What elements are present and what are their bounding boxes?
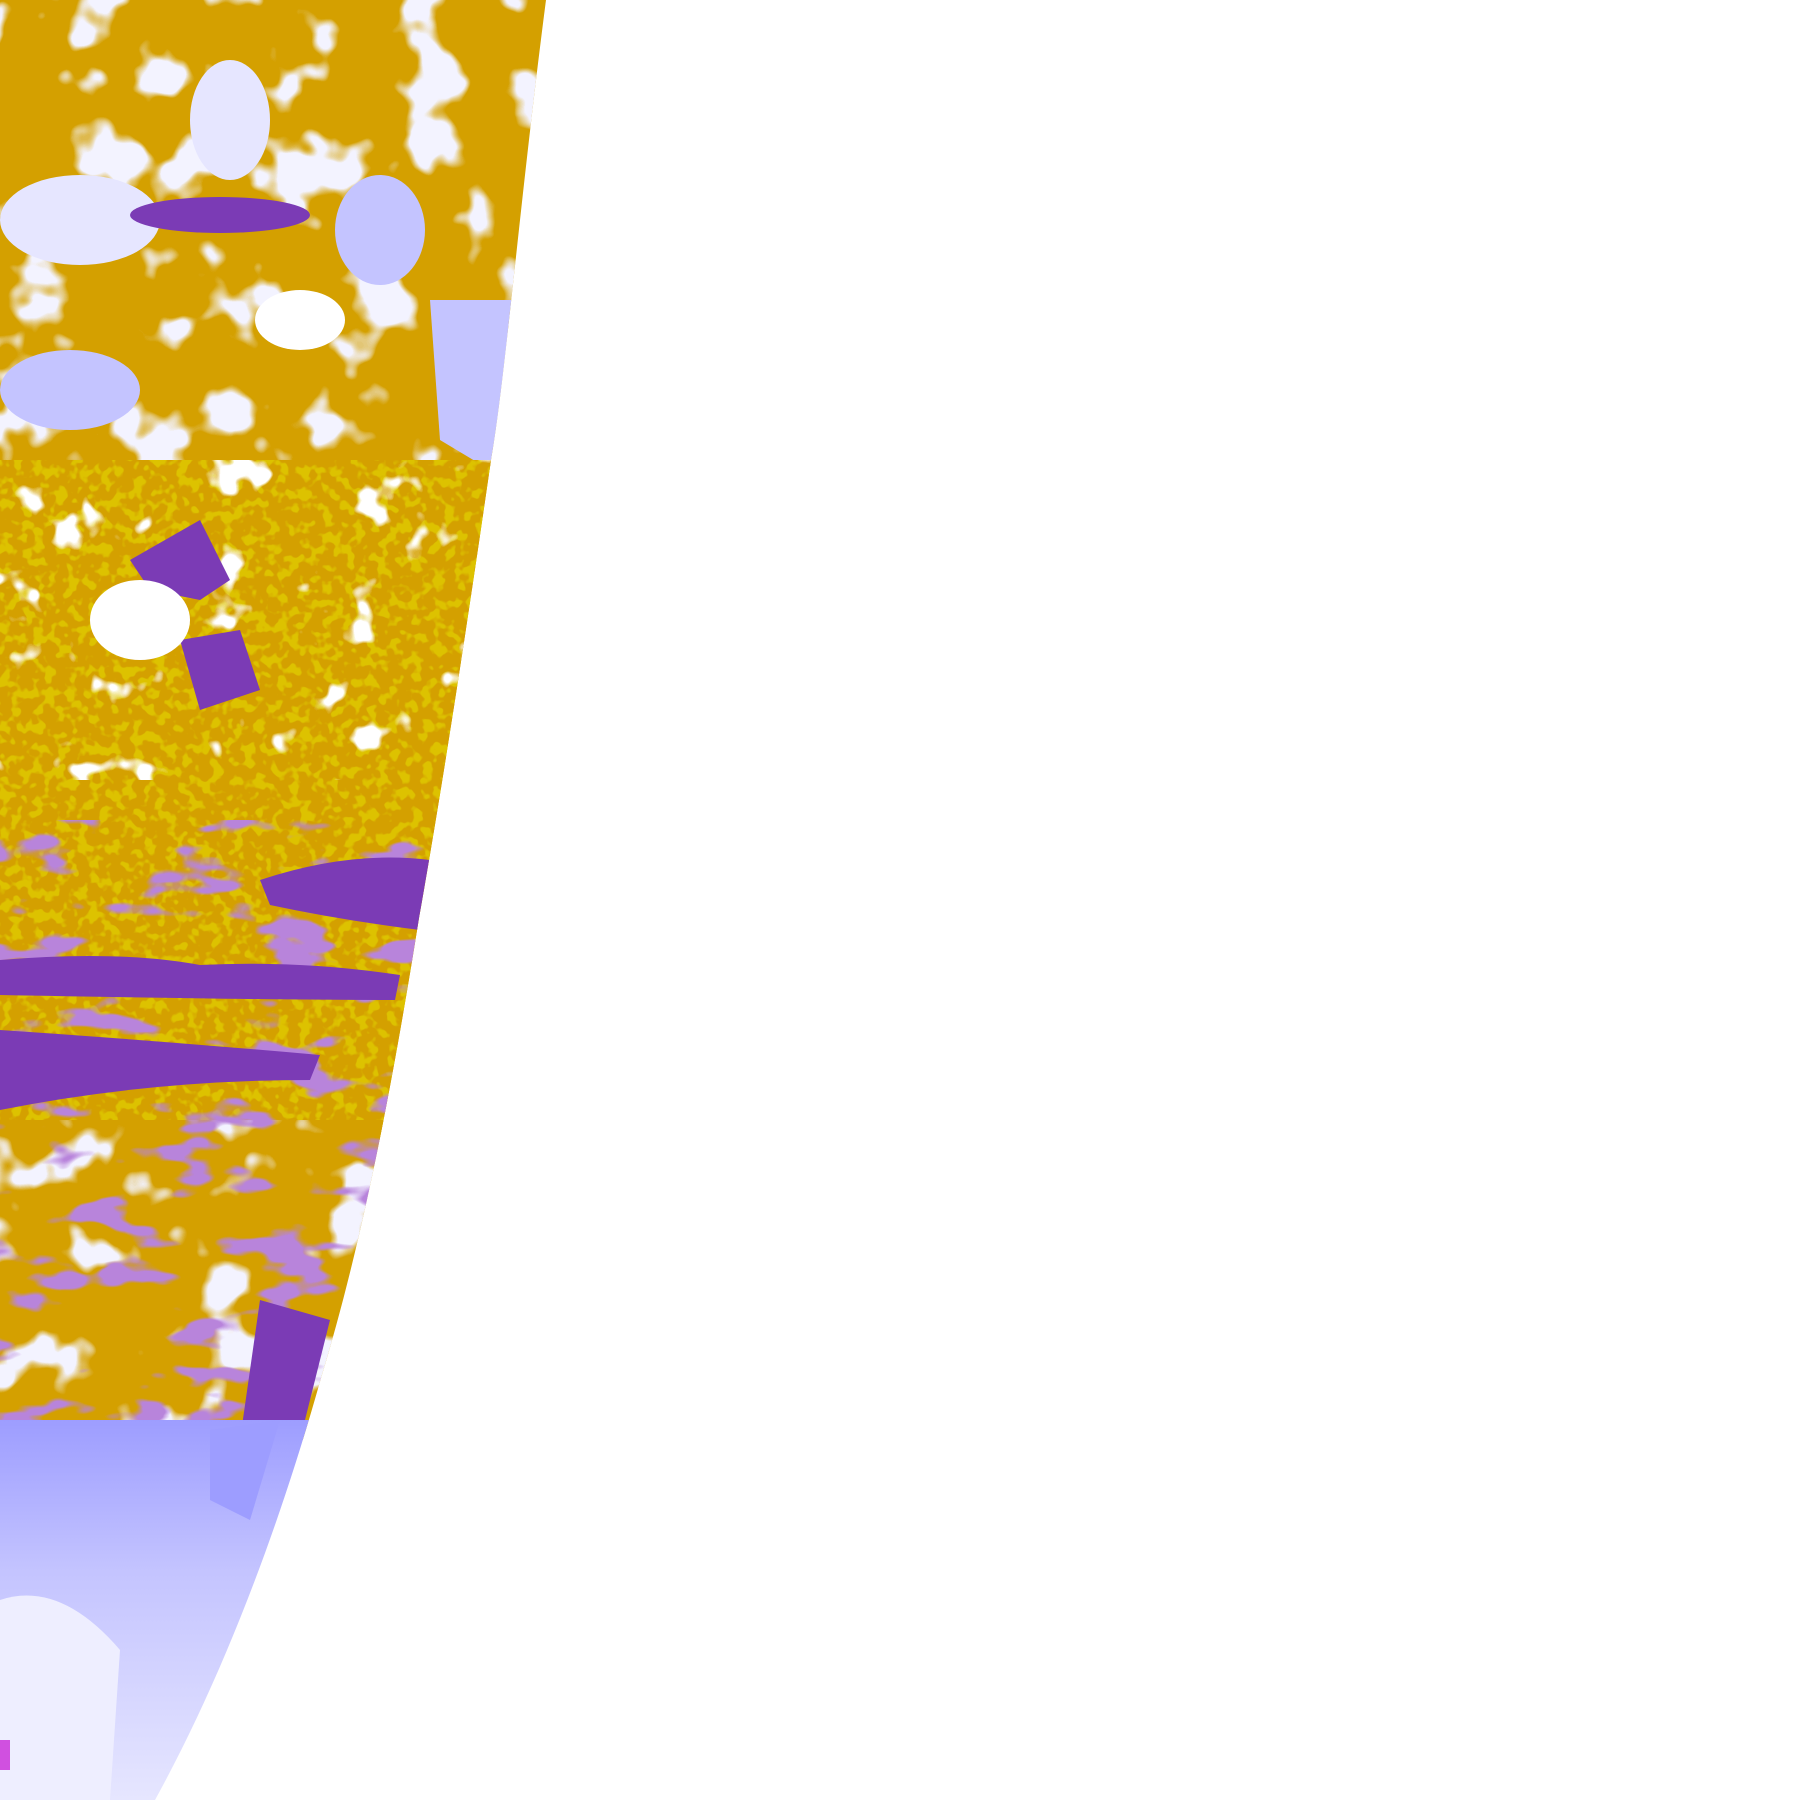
- purple-band: [260, 857, 430, 930]
- purple-band: [0, 1030, 320, 1110]
- cloud-cluster: [335, 175, 425, 285]
- blue-cloud: [210, 1420, 280, 1520]
- purple-band: [130, 197, 310, 233]
- cloud-cluster: [190, 60, 270, 180]
- earth-disk: [0, 0, 546, 1800]
- clear-patch: [255, 290, 345, 350]
- purple-patch: [130, 520, 230, 600]
- light-cloud: [0, 1595, 120, 1800]
- clear-patch: [90, 580, 190, 660]
- purple-band: [0, 956, 400, 1000]
- cloud-cluster: [0, 175, 160, 265]
- purple-patch: [180, 630, 260, 710]
- magenta-patch: [0, 1740, 10, 1770]
- cloud-cluster: [0, 350, 140, 430]
- purple-patch: [240, 1300, 330, 1440]
